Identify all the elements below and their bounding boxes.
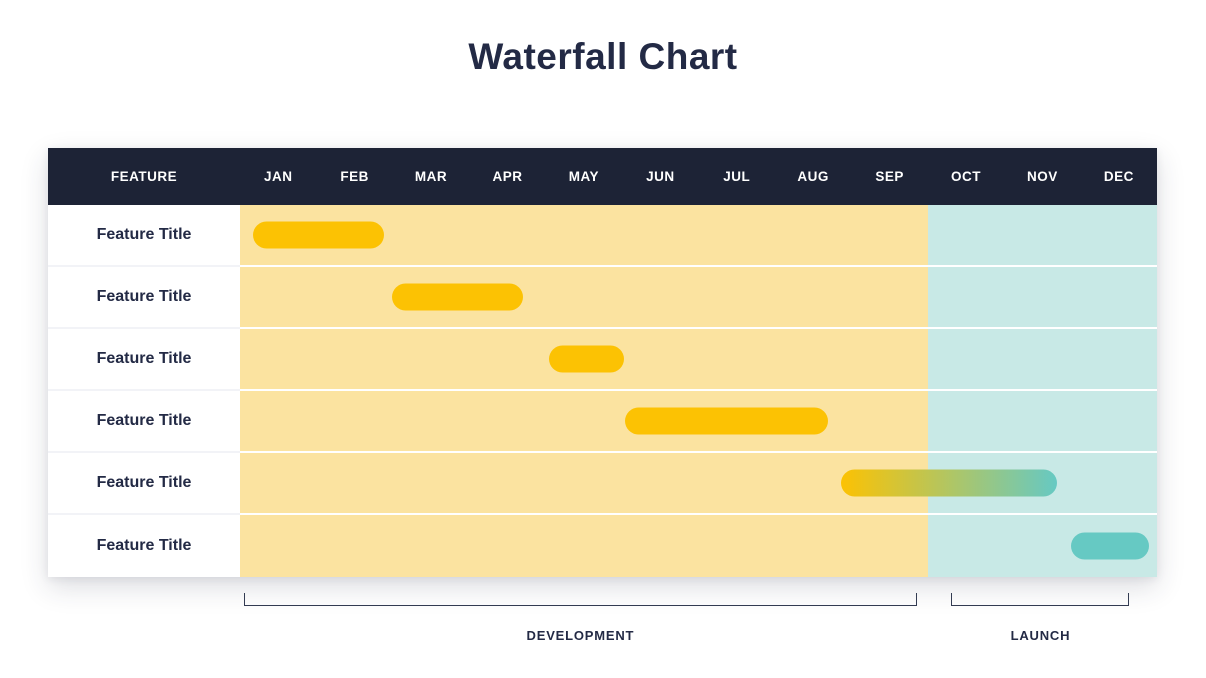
feature-row-label: Feature Title xyxy=(48,453,240,515)
timeline-cell xyxy=(240,267,1157,329)
feature-row-label: Feature Title xyxy=(48,205,240,267)
gantt-bar-yellow xyxy=(549,345,624,373)
column-header-feature: FEATURE xyxy=(110,169,178,184)
column-header-jul: JUL xyxy=(723,169,751,184)
feature-row-label: Feature Title xyxy=(48,267,240,329)
feature-row-label: Feature Title xyxy=(48,391,240,453)
feature-row: Feature Title xyxy=(48,391,1157,453)
column-header-sep: SEP xyxy=(875,169,904,184)
gantt-bar-gradient xyxy=(841,469,1057,497)
waterfall-table: FEATURE JAN FEB MAR APR MAY JUN JUL AUG … xyxy=(48,148,1157,577)
gantt-bar-yellow xyxy=(625,407,828,435)
feature-row: Feature Title xyxy=(48,205,1157,267)
feature-row: Feature Title xyxy=(48,453,1157,515)
column-header-mar: MAR xyxy=(414,169,448,184)
column-header-jun: JUN xyxy=(646,169,675,184)
launch-phase-label: LAUNCH xyxy=(1010,628,1071,643)
column-header-jan: JAN xyxy=(263,169,293,184)
timeline-cell xyxy=(240,515,1157,577)
feature-row: Feature Title xyxy=(48,267,1157,329)
development-phase-label: DEVELOPMENT xyxy=(526,628,635,643)
timeline-cell xyxy=(240,329,1157,391)
feature-row: Feature Title xyxy=(48,329,1157,391)
column-header-feb: FEB xyxy=(340,169,369,184)
page-title: Waterfall Chart xyxy=(468,36,738,77)
table-header-row: FEATURE JAN FEB MAR APR MAY JUN JUL AUG … xyxy=(48,148,1157,205)
column-header-nov: NOV xyxy=(1027,169,1058,184)
column-header-may: MAY xyxy=(568,169,600,184)
column-header-apr: APR xyxy=(492,169,523,184)
timeline-cell xyxy=(240,453,1157,515)
gantt-bar-teal xyxy=(1071,532,1150,560)
development-bracket xyxy=(243,593,918,606)
timeline-cell xyxy=(240,391,1157,453)
month-header-group: JAN FEB MAR APR MAY JUN JUL AUG SEP OCT … xyxy=(240,148,1157,205)
launch-bracket xyxy=(951,593,1130,606)
feature-row-label: Feature Title xyxy=(48,515,240,577)
feature-row: Feature Title xyxy=(48,515,1157,577)
column-header-aug: AUG xyxy=(797,169,829,184)
phase-footer: DEVELOPMENT LAUNCH xyxy=(240,577,1157,657)
column-header-dec: DEC xyxy=(1103,169,1134,184)
column-header-oct: OCT xyxy=(951,169,981,184)
gantt-bar-yellow xyxy=(252,221,384,249)
gantt-bar-yellow xyxy=(392,283,523,311)
feature-row-label: Feature Title xyxy=(48,329,240,391)
timeline-cell xyxy=(240,205,1157,267)
